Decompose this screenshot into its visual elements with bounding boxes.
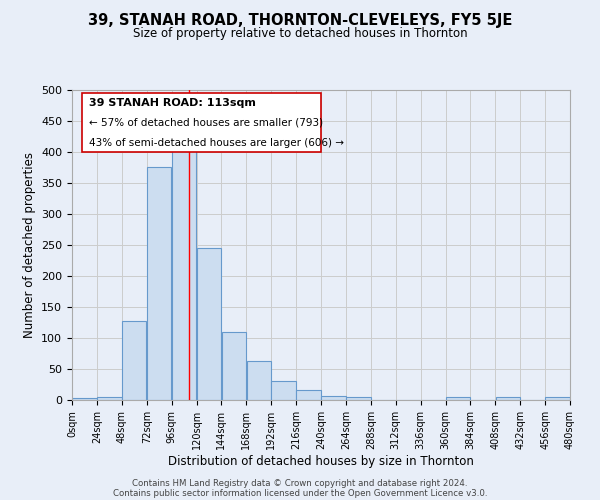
- Bar: [147, 168, 172, 400]
- Bar: [72, 398, 97, 400]
- FancyBboxPatch shape: [82, 93, 321, 152]
- Bar: [545, 397, 570, 400]
- Bar: [496, 397, 520, 400]
- Bar: [346, 397, 371, 400]
- Bar: [321, 396, 346, 400]
- Bar: [446, 397, 470, 400]
- Bar: [247, 361, 271, 400]
- Text: 39 STANAH ROAD: 113sqm: 39 STANAH ROAD: 113sqm: [89, 98, 256, 108]
- Text: ← 57% of detached houses are smaller (793): ← 57% of detached houses are smaller (79…: [89, 118, 323, 128]
- Bar: [197, 248, 221, 400]
- Text: Contains HM Land Registry data © Crown copyright and database right 2024.: Contains HM Land Registry data © Crown c…: [132, 478, 468, 488]
- Text: Size of property relative to detached houses in Thornton: Size of property relative to detached ho…: [133, 28, 467, 40]
- Bar: [221, 332, 246, 400]
- Text: Contains public sector information licensed under the Open Government Licence v3: Contains public sector information licen…: [113, 488, 487, 498]
- Bar: [296, 390, 321, 400]
- Bar: [97, 397, 122, 400]
- Text: 43% of semi-detached houses are larger (606) →: 43% of semi-detached houses are larger (…: [89, 138, 344, 148]
- Text: 39, STANAH ROAD, THORNTON-CLEVELEYS, FY5 5JE: 39, STANAH ROAD, THORNTON-CLEVELEYS, FY5…: [88, 12, 512, 28]
- Y-axis label: Number of detached properties: Number of detached properties: [23, 152, 35, 338]
- Bar: [122, 320, 146, 400]
- Bar: [172, 141, 196, 400]
- Bar: [271, 381, 296, 400]
- X-axis label: Distribution of detached houses by size in Thornton: Distribution of detached houses by size …: [168, 454, 474, 468]
